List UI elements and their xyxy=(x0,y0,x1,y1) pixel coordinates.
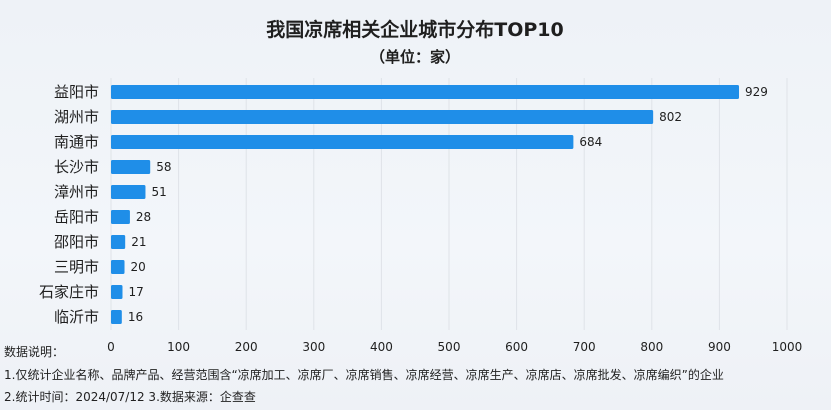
data-label: 16 xyxy=(128,310,143,324)
bar xyxy=(111,85,740,99)
bar xyxy=(111,260,125,274)
bar xyxy=(111,285,123,299)
bar xyxy=(111,135,574,149)
x-tick-label: 400 xyxy=(370,340,393,354)
bar xyxy=(111,310,122,324)
x-tick-label: 200 xyxy=(235,340,258,354)
category-label: 长沙市 xyxy=(54,158,99,176)
data-label: 802 xyxy=(659,110,682,124)
chart-subtitle: （单位：家） xyxy=(370,48,460,66)
note-line-1: 1.仅统计企业名称、品牌产品、经营范围含“凉席加工、凉席厂、凉席销售、凉席经营、… xyxy=(4,367,724,382)
data-label: 51 xyxy=(151,185,166,199)
bar xyxy=(111,110,654,124)
x-tick-label: 0 xyxy=(107,340,115,354)
category-label: 石家庄市 xyxy=(39,283,99,301)
bar xyxy=(111,185,146,199)
data-label: 28 xyxy=(136,210,151,224)
category-label: 临沂市 xyxy=(54,308,99,326)
note-heading: 数据说明： xyxy=(4,344,64,359)
bar xyxy=(111,160,151,174)
x-tick-label: 600 xyxy=(505,340,528,354)
x-tick-label: 300 xyxy=(302,340,325,354)
data-label: 684 xyxy=(579,135,602,149)
bar xyxy=(111,210,130,224)
data-label: 929 xyxy=(745,85,768,99)
x-tick-label: 800 xyxy=(640,340,663,354)
category-label: 三明市 xyxy=(54,258,99,276)
category-label: 邵阳市 xyxy=(54,233,99,251)
data-label: 58 xyxy=(156,160,171,174)
data-label: 21 xyxy=(131,235,146,249)
category-label: 南通市 xyxy=(54,133,99,151)
x-tick-label: 900 xyxy=(708,340,731,354)
category-label: 漳州市 xyxy=(54,183,99,201)
data-label: 20 xyxy=(131,260,146,274)
category-label: 岳阳市 xyxy=(54,208,99,226)
category-label: 湖州市 xyxy=(54,108,99,126)
data-label: 17 xyxy=(128,285,143,299)
x-axis-ticks: 0 100 200 300 400 500 600 700 800 900 1000 xyxy=(107,340,802,354)
x-tick-label: 500 xyxy=(438,340,461,354)
x-tick-label: 700 xyxy=(573,340,596,354)
bars xyxy=(111,85,740,324)
x-tick-label: 1000 xyxy=(772,340,803,354)
x-tick-label: 100 xyxy=(167,340,190,354)
bar xyxy=(111,235,126,249)
note-line-2: 2.统计时间：2024/07/12 3.数据来源：企查查 xyxy=(4,389,256,404)
category-label: 益阳市 xyxy=(54,83,99,101)
chart-title: 我国凉席相关企业城市分布TOP10 xyxy=(266,18,563,41)
